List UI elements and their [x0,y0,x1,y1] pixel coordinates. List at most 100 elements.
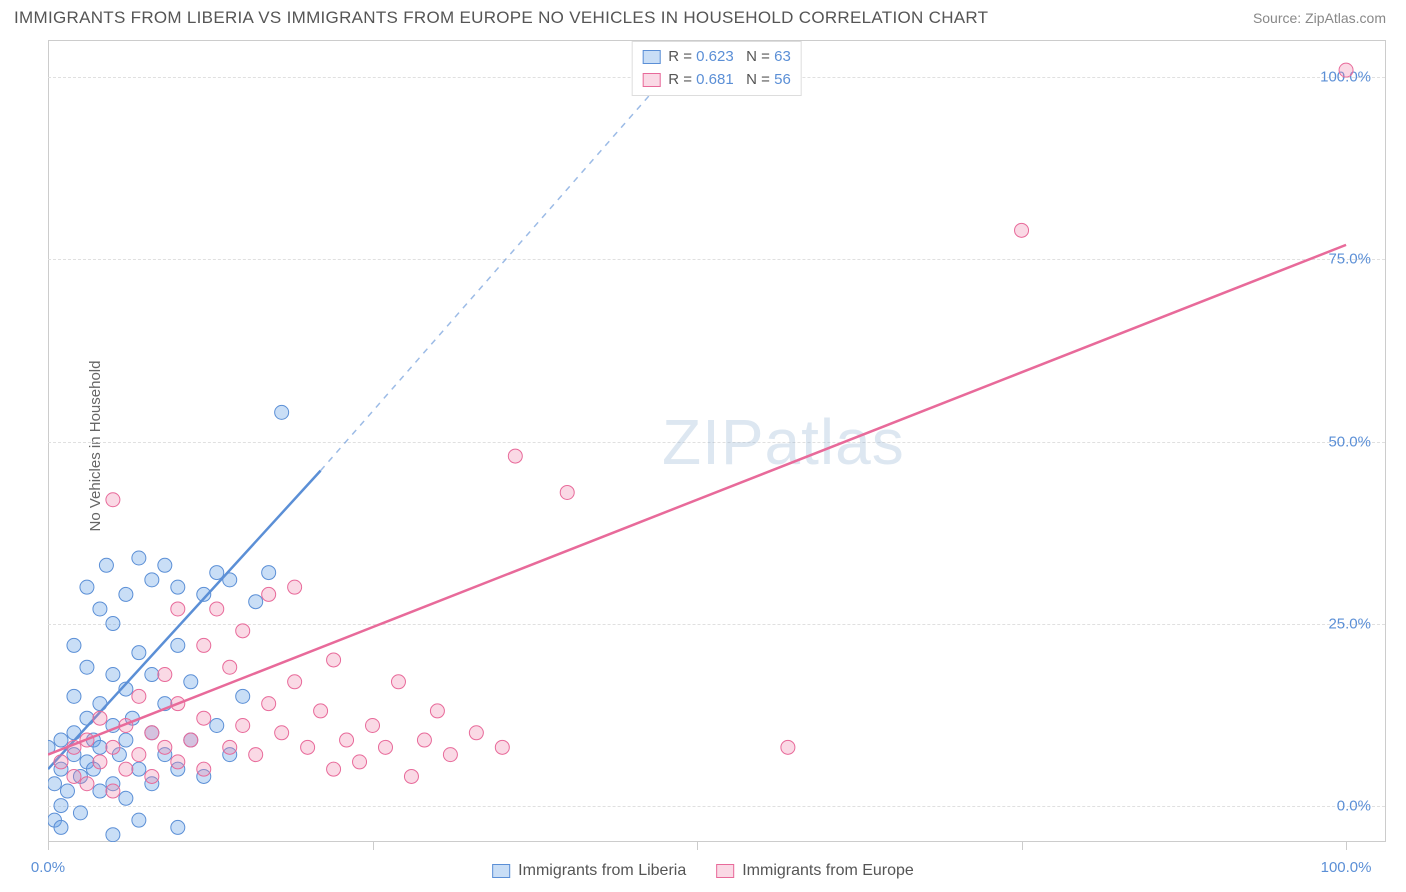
data-point [223,660,237,674]
data-point [353,755,367,769]
swatch-pink [716,864,734,878]
data-point [119,733,133,747]
data-point [119,587,133,601]
data-point [158,740,172,754]
data-point [404,769,418,783]
data-point [508,449,522,463]
x-tick [697,842,698,850]
data-point [327,653,341,667]
chart-area: ZIPatlas R = 0.623 N = 63 R = 0.681 N = … [48,40,1386,842]
data-point [171,638,185,652]
legend-label: Immigrants from Europe [742,862,914,880]
data-point [80,580,94,594]
data-point [171,580,185,594]
data-point [430,704,444,718]
data-point [54,733,68,747]
x-tick [1022,842,1023,850]
data-point [67,726,81,740]
x-tick-label: 0.0% [31,859,65,876]
data-point [54,820,68,834]
x-tick-label: 100.0% [1321,859,1372,876]
data-point [171,820,185,834]
data-point [145,668,159,682]
data-point [236,689,250,703]
data-point [80,777,94,791]
data-point [378,740,392,754]
x-tick [48,842,49,850]
data-point [106,784,120,798]
data-point [54,755,68,769]
data-point [262,566,276,580]
data-point [67,689,81,703]
data-point [1015,223,1029,237]
data-point [495,740,509,754]
trend-line-extrapolated [321,41,697,471]
data-point [171,602,185,616]
data-point [119,762,133,776]
data-point [469,726,483,740]
data-point [93,784,107,798]
data-point [1339,63,1353,77]
correlation-legend: R = 0.623 N = 63 R = 0.681 N = 56 [631,41,802,96]
data-point [106,493,120,507]
data-point [93,740,107,754]
data-point [93,755,107,769]
data-point [73,806,87,820]
data-point [99,558,113,572]
data-point [132,762,146,776]
data-point [93,711,107,725]
data-point [80,711,94,725]
legend-item-europe: Immigrants from Europe [716,862,914,880]
data-point [145,726,159,740]
data-point [275,726,289,740]
data-point [171,755,185,769]
data-point [119,791,133,805]
data-point [60,784,74,798]
swatch-blue [642,50,660,64]
data-point [158,558,172,572]
data-point [301,740,315,754]
chart-title: IMMIGRANTS FROM LIBERIA VS IMMIGRANTS FR… [14,8,988,28]
data-point [249,748,263,762]
data-point [132,646,146,660]
data-point [210,602,224,616]
data-point [106,740,120,754]
data-point [145,769,159,783]
data-point [197,762,211,776]
data-point [781,740,795,754]
data-point [327,762,341,776]
data-point [106,617,120,631]
data-point [249,595,263,609]
data-point [80,660,94,674]
data-point [236,718,250,732]
trend-line [48,245,1346,755]
swatch-blue [492,864,510,878]
legend-item-liberia: Immigrants from Liberia [492,862,686,880]
data-point [184,675,198,689]
data-point [132,813,146,827]
trend-line [48,471,321,770]
data-point [236,624,250,638]
data-point [288,580,302,594]
series-legend: Immigrants from Liberia Immigrants from … [492,862,914,880]
data-point [67,769,81,783]
data-point [197,711,211,725]
data-point [184,733,198,747]
data-point [67,638,81,652]
data-point [93,602,107,616]
data-point [132,551,146,565]
data-point [262,697,276,711]
data-point [132,748,146,762]
source-label: Source: ZipAtlas.com [1253,10,1386,26]
data-point [106,668,120,682]
data-point [132,689,146,703]
data-point [443,748,457,762]
data-point [145,573,159,587]
data-point [106,828,120,842]
data-point [262,587,276,601]
data-point [223,740,237,754]
x-tick [373,842,374,850]
legend-label: Immigrants from Liberia [518,862,686,880]
scatter-plot [48,41,1385,842]
data-point [366,718,380,732]
